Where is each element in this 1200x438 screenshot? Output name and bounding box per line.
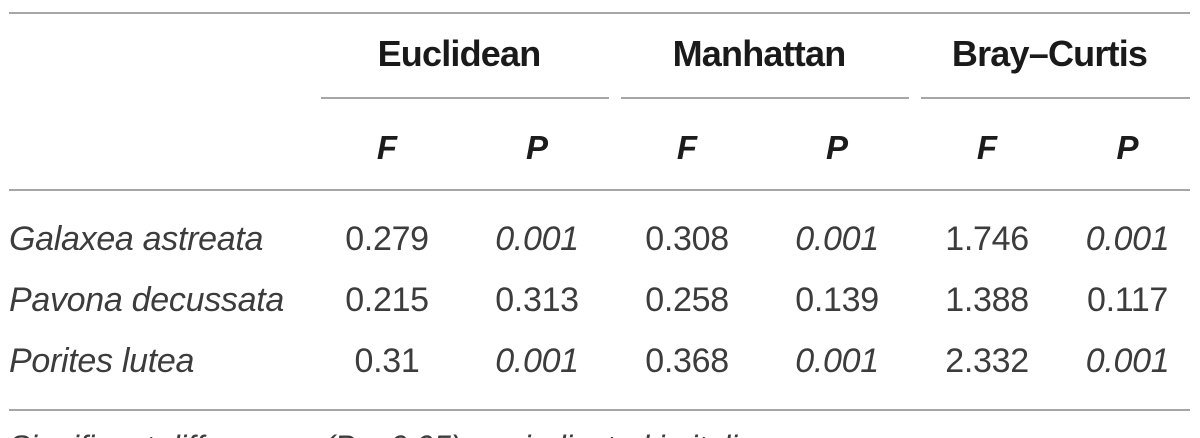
cell-value: 0.313 — [495, 280, 579, 319]
species-header-empty — [9, 13, 309, 99]
subheader-manhattan-p: P — [765, 99, 910, 191]
species-name: Galaxea astreata — [9, 219, 264, 258]
cell-value: 0.279 — [345, 219, 429, 258]
group-label-euclidean: Euclidean — [377, 33, 542, 74]
group-underline-bray-curtis — [921, 97, 1191, 99]
cell-value: 0.31 — [354, 341, 420, 380]
table-row-galaxea-astreata: Galaxea astreata 0.279 0.001 0.308 0.001… — [9, 190, 1190, 273]
subheader-euclidean-f: F — [309, 99, 465, 191]
table-footnote: Significant differences (P < 0.05) are i… — [9, 427, 1190, 438]
subheader-manhattan-f: F — [609, 99, 766, 191]
species-name: Pavona decussata — [9, 280, 284, 319]
cell-value: 1.746 — [945, 219, 1029, 258]
group-header-manhattan: Manhattan — [609, 13, 910, 99]
subheader-empty — [9, 99, 309, 191]
cell-value: 0.258 — [645, 280, 729, 319]
group-header-euclidean: Euclidean — [309, 13, 610, 99]
cell-value: 1.388 — [945, 280, 1029, 319]
group-header-bray-curtis: Bray–Curtis — [909, 13, 1191, 99]
group-underline-manhattan — [621, 97, 910, 99]
cell-value: 0.001 — [795, 341, 879, 380]
table-row-pavona-decussata: Pavona decussata 0.215 0.313 0.258 0.139… — [9, 273, 1190, 327]
group-label-bray-curtis: Bray–Curtis — [951, 33, 1148, 74]
group-underline-euclidean — [321, 97, 610, 99]
subheader-euclidean-p: P — [465, 99, 610, 191]
cell-value: 0.308 — [645, 219, 729, 258]
cell-value: 0.215 — [345, 280, 429, 319]
statistics-table: Euclidean Manhattan Bray–Curtis F P F P — [9, 12, 1191, 411]
cell-value: 0.368 — [645, 341, 729, 380]
cell-value: 0.001 — [1085, 219, 1170, 258]
cell-value: 0.117 — [1086, 280, 1169, 319]
cell-value: 2.332 — [945, 341, 1029, 380]
subheader-bray-curtis-p: P — [1065, 99, 1191, 191]
cell-value: 0.001 — [495, 219, 579, 258]
cell-value: 0.001 — [495, 341, 579, 380]
subheader-bray-curtis-f: F — [909, 99, 1066, 191]
table-row-porites-lutea: Porites lutea 0.31 0.001 0.368 0.001 2.3… — [9, 327, 1190, 410]
cell-value: 0.139 — [795, 280, 879, 319]
species-name: Porites lutea — [9, 341, 195, 380]
group-header-row: Euclidean Manhattan Bray–Curtis — [9, 13, 1191, 99]
group-label-manhattan: Manhattan — [672, 33, 847, 74]
cell-value: 0.001 — [1085, 341, 1170, 380]
cell-value: 0.001 — [795, 219, 879, 258]
subheader-row: F P F P F P — [9, 99, 1191, 191]
